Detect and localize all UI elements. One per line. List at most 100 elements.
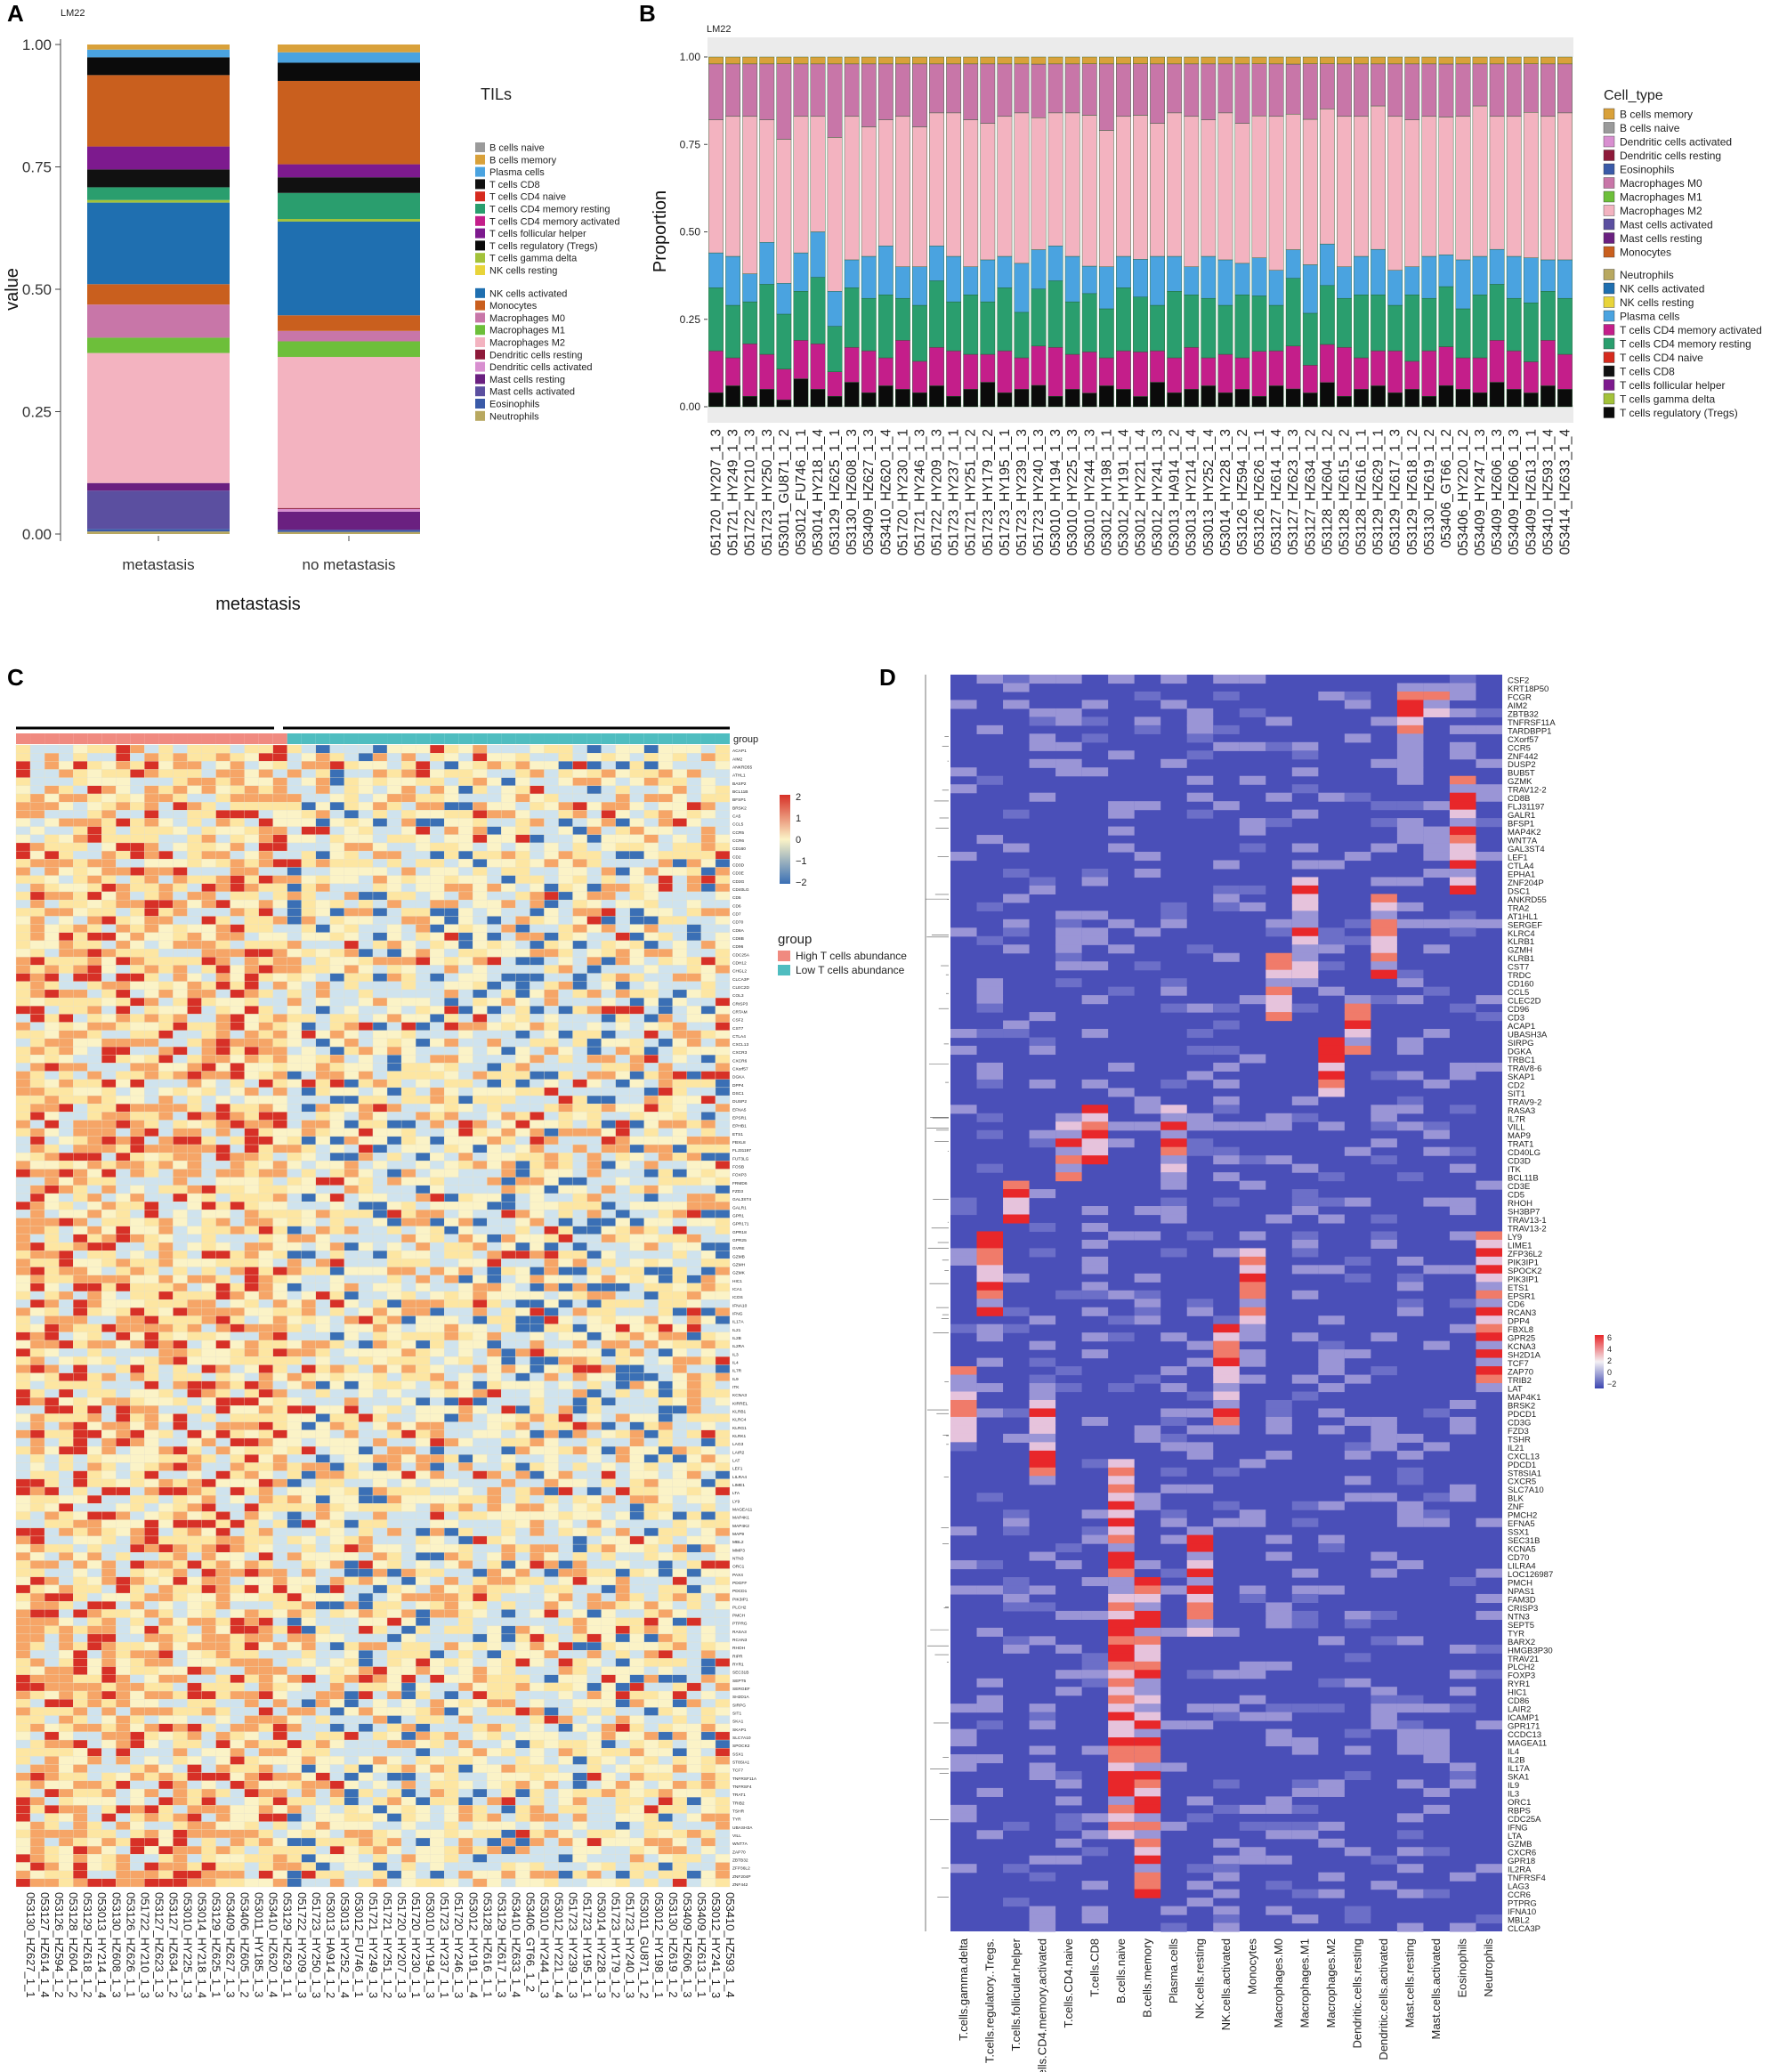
heatmap-cell (101, 1022, 117, 1031)
heatmap-cell (315, 1038, 331, 1048)
heatmap-cell (358, 1283, 374, 1292)
bar-segment (844, 287, 860, 348)
heatmap-cell (372, 1022, 388, 1031)
heatmap-cell (301, 1283, 316, 1292)
heatmap-cell (544, 1046, 559, 1056)
heatmap-cell (372, 1087, 388, 1097)
bar-segment (1251, 56, 1267, 64)
bar-segment (929, 280, 944, 348)
bar-segment (1098, 266, 1114, 310)
heatmap-cell (344, 1267, 360, 1275)
bar-segment (708, 350, 724, 393)
heatmap-cell (415, 1210, 431, 1218)
heatmap-cell (372, 981, 388, 991)
heatmap-cell (658, 1014, 673, 1023)
heatmap-cell (615, 1112, 630, 1121)
heatmap-cell (173, 810, 188, 819)
heatmap-cell (358, 1388, 374, 1398)
heatmap-cell (344, 744, 360, 754)
heatmap-cell (244, 1112, 259, 1121)
heatmap-cell (29, 965, 45, 974)
heatmap-cell (686, 940, 702, 950)
heatmap-cell (173, 989, 188, 999)
heatmap-cell (272, 777, 287, 786)
heatmap-cell (658, 1120, 673, 1129)
bar-segment (929, 346, 944, 386)
heatmap-cell (672, 1079, 688, 1089)
heatmap-cell (29, 753, 45, 762)
heatmap-cell (244, 1388, 259, 1398)
heatmap-cell (258, 1161, 273, 1170)
heatmap-cell (258, 1071, 273, 1080)
heatmap-cell (400, 1095, 416, 1105)
bar-segment (1047, 396, 1063, 408)
heatmap-cell (73, 1014, 88, 1023)
heatmap-cell (116, 1218, 131, 1226)
heatmap-cell (558, 777, 573, 786)
bar-segment (1472, 56, 1488, 65)
heatmap-cell (215, 981, 230, 991)
heatmap-cell (258, 1396, 273, 1406)
heatmap-cell (215, 1250, 230, 1259)
heatmap-cell (158, 1372, 174, 1381)
heatmap-cell (101, 1356, 117, 1365)
heatmap-cell (87, 1226, 102, 1235)
heatmap-cell (487, 1063, 502, 1072)
heatmap-cell (372, 1177, 388, 1186)
heatmap-cell (458, 1259, 473, 1267)
heatmap-cell (544, 859, 559, 868)
bar-segment (997, 56, 1013, 65)
heatmap-cell (15, 793, 31, 803)
heatmap-cell (158, 916, 174, 925)
heatmap-cell (144, 1315, 159, 1324)
heatmap-cell (686, 1242, 702, 1251)
heatmap-cell (715, 981, 731, 991)
heatmap-cell (458, 940, 473, 950)
heatmap-cell (558, 753, 573, 762)
x-tick-label: 053130_HZ619_1_2 (1422, 429, 1437, 554)
heatmap-cell (530, 818, 545, 827)
heatmap-cell (187, 1161, 202, 1170)
heatmap-cell (44, 1250, 60, 1259)
heatmap-cell (130, 802, 145, 811)
heatmap-cell (400, 802, 416, 811)
heatmap-cell (344, 948, 360, 958)
heatmap-cell (301, 1242, 316, 1251)
heatmap-cell (430, 777, 445, 786)
heatmap-cell (615, 753, 630, 762)
heatmap-cell (44, 842, 60, 852)
heatmap-cell (244, 1202, 259, 1210)
heatmap-cell (187, 777, 202, 786)
heatmap-cell (329, 924, 345, 933)
bar-segment (1319, 243, 1335, 287)
heatmap-cell (700, 916, 716, 925)
legend-swatch (475, 337, 485, 347)
heatmap-cell (643, 744, 659, 754)
heatmap-cell (558, 948, 573, 958)
heatmap-cell (430, 891, 445, 901)
heatmap-cell (230, 1128, 245, 1137)
heatmap-cell (430, 1372, 445, 1381)
heatmap-cell (358, 1259, 374, 1267)
heatmap-cell (287, 1405, 302, 1414)
bar-segment (1421, 255, 1437, 299)
heatmap-cell (187, 867, 202, 876)
heatmap-cell (44, 1218, 60, 1226)
heatmap-cell (444, 1267, 459, 1275)
heatmap-cell (572, 1177, 587, 1186)
heatmap-cell (201, 1079, 216, 1089)
heatmap-cell (572, 1185, 587, 1194)
heatmap-cell (686, 875, 702, 884)
heatmap-cell (44, 1437, 60, 1447)
heatmap-cell (572, 777, 587, 786)
heatmap-cell (558, 1413, 573, 1422)
heatmap-cell (158, 1323, 174, 1332)
heatmap-cell (29, 850, 45, 860)
heatmap-cell (487, 1380, 502, 1390)
heatmap-cell (658, 1006, 673, 1015)
heatmap-cell (473, 1307, 488, 1316)
heatmap-cell (201, 769, 216, 778)
group-annotation-cell (700, 733, 716, 744)
heatmap-cell (601, 1267, 616, 1275)
heatmap-cell (158, 761, 174, 770)
